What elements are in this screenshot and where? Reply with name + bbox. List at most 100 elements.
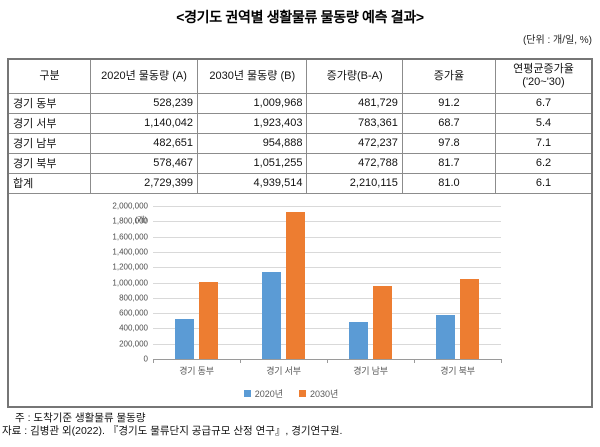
bar-2020년 [175,318,194,359]
table-cell: 472,788 [306,152,403,173]
bar-group [327,206,414,359]
table-row: 합계 2,729,399 4,939,514 2,210,115 81.0 6.1 [9,172,591,193]
x-axis-labels: 경기 동부 경기 서부 경기 남부 경기 북부 [153,359,501,377]
x-axis-label: 경기 남부 [353,366,388,376]
table-row: 경기 남부 482,651 954,888 472,237 97.8 7.1 [9,132,591,153]
bar-2020년 [436,314,455,359]
x-axis-tick [327,359,328,363]
table-cell: 5.4 [495,112,591,133]
y-axis-tick-label: 0 [143,354,148,364]
bar-group [240,206,327,359]
table-row: 경기 서부 1,140,042 1,923,403 783,361 68.7 5.4 [9,112,591,133]
gridline [153,251,501,253]
table-cell: 81.7 [401,152,496,173]
table-cell: 7.1 [495,132,591,153]
table-cell: 472,237 [306,132,403,153]
gridline [153,313,501,315]
gridline [153,206,501,207]
bar-group [153,206,240,359]
report-page: <경기도 권역별 생활물류 물동량 예측 결과> (단위 : 개/일, %) 구… [0,7,600,447]
column-header: 2020년 물동량 (A) [89,60,198,93]
y-axis-tick-label: 1,200,000 [112,262,148,272]
table-cell: 6.2 [495,152,591,173]
legend-label: 2020년 [254,389,283,399]
bar-2030년 [199,281,218,359]
bar-chart: (개) 2,000,000 1,800,000 1,600,000 1,400,000… [81,202,502,400]
column-header: 증가율 [401,60,496,93]
unit-note: (단위 : 개/일, %) [522,35,592,46]
table-cell: 2,729,399 [89,172,198,193]
table-cell: 578,467 [89,152,198,173]
y-axis-tick-label: 1,800,000 [112,216,148,226]
bar-2020년 [262,271,281,359]
table-cell: 97.8 [401,132,496,153]
table-cell: 91.2 [401,92,496,113]
y-axis-tick-label: 2,000,000 [112,201,148,211]
table-cell: 2,210,115 [306,172,403,193]
y-axis-tick-label: 800,000 [119,293,148,303]
gridline [153,343,501,345]
column-header: 연평균증가율 ('20~'30) [495,60,591,93]
y-axis-tick-label: 1,000,000 [112,278,148,287]
report-box: 구분 2020년 물동량 (A) 2030년 물동량 (B) 증가량(B-A) 증가율 연… [7,58,593,408]
x-axis-label: 경기 동부 [179,366,214,376]
gridline [153,267,501,269]
data-table: 구분 2020년 물동량 (A) 2030년 물동량 (B) 증가량(B-A) 증가율 연… [9,60,591,193]
footnotes: 주 : 도착기준 생활물류 물동량 자료 : 김병관 외(2022). 『경기도… [2,412,592,438]
table-cell: 81.0 [401,172,496,193]
bar-2030년 [286,211,305,359]
table-cell: 4,939,514 [197,172,307,193]
page-title: <경기도 권역별 생활물류 물동량 예측 결과> [176,9,424,25]
bar-group [414,206,501,359]
y-axis-unit-label: (개) [135,214,147,224]
chart-cell: (개) 2,000,000 1,800,000 1,600,000 1,400,000… [9,193,591,406]
table-cell: 783,361 [306,112,403,133]
y-axis-tick-label: 1,600,000 [112,232,148,242]
footnote-note: 주 : 도착기준 생활물류 물동량 [15,412,146,424]
y-axis-tick-label: 400,000 [119,323,148,333]
x-axis-tick [414,359,415,363]
gridline [153,221,501,223]
footnote-source: 자료 : 김병관 외(2022). 『경기도 물류단지 공급규모 산정 연구』,… [2,425,343,437]
table-row: 경기 동부 528,239 1,009,968 481,729 91.2 6.7 [9,92,591,113]
table-cell: 1,140,042 [89,112,198,133]
table-cell: 경기 남부 [9,132,91,153]
table-header-row: 구분 2020년 물동량 (A) 2030년 물동량 (B) 증가량(B-A) 증가율 연… [9,60,591,93]
bar-2020년 [349,322,368,359]
table-cell: 경기 서부 [9,112,91,133]
table-cell: 경기 동부 [9,92,91,113]
legend-label: 2030년 [310,389,339,399]
table-cell: 1,009,968 [197,92,307,113]
column-header: 2030년 물동량 (B) [197,60,307,93]
gridline [153,328,501,330]
y-axis-tick-label: 1,400,000 [112,247,148,257]
table-cell: 경기 북부 [9,152,91,173]
table-cell: 482,651 [89,132,198,153]
table-body: 경기 동부 528,239 1,009,968 481,729 91.2 6.7 경기 서부… [9,92,591,193]
x-axis-label: 경기 북부 [440,366,475,376]
table-cell: 6.7 [495,92,591,113]
x-axis-tick [153,359,154,363]
plot-area: (개) 2,000,000 1,800,000 1,600,000 1,400,000… [112,202,502,364]
table-cell: 6.1 [495,172,591,193]
table-cell: 481,729 [306,92,403,113]
column-header: 구분 [39,69,60,82]
legend-swatch-icon [243,390,251,397]
column-header: 증가량(B-A) [306,60,403,93]
table-cell: 68.7 [401,112,496,133]
y-axis-tick-label: 200,000 [119,339,148,349]
gridline [153,297,501,299]
table-cell: 954,888 [197,132,307,153]
x-axis-tick [501,359,502,363]
bar-2030년 [460,278,479,359]
chart-legend: 2020년 2030년 [81,387,501,400]
gridline [153,282,501,284]
table-cell: 합계 [9,172,91,193]
table-row: 경기 북부 578,467 1,051,255 472,788 81.7 6.2 [9,152,591,173]
table-cell: 528,239 [89,92,198,113]
gridline [153,236,501,238]
legend-swatch-icon [299,390,306,397]
bar-2030년 [373,285,392,359]
legend-item: 2020년 [243,387,283,400]
table-cell: 1,923,403 [197,112,307,133]
